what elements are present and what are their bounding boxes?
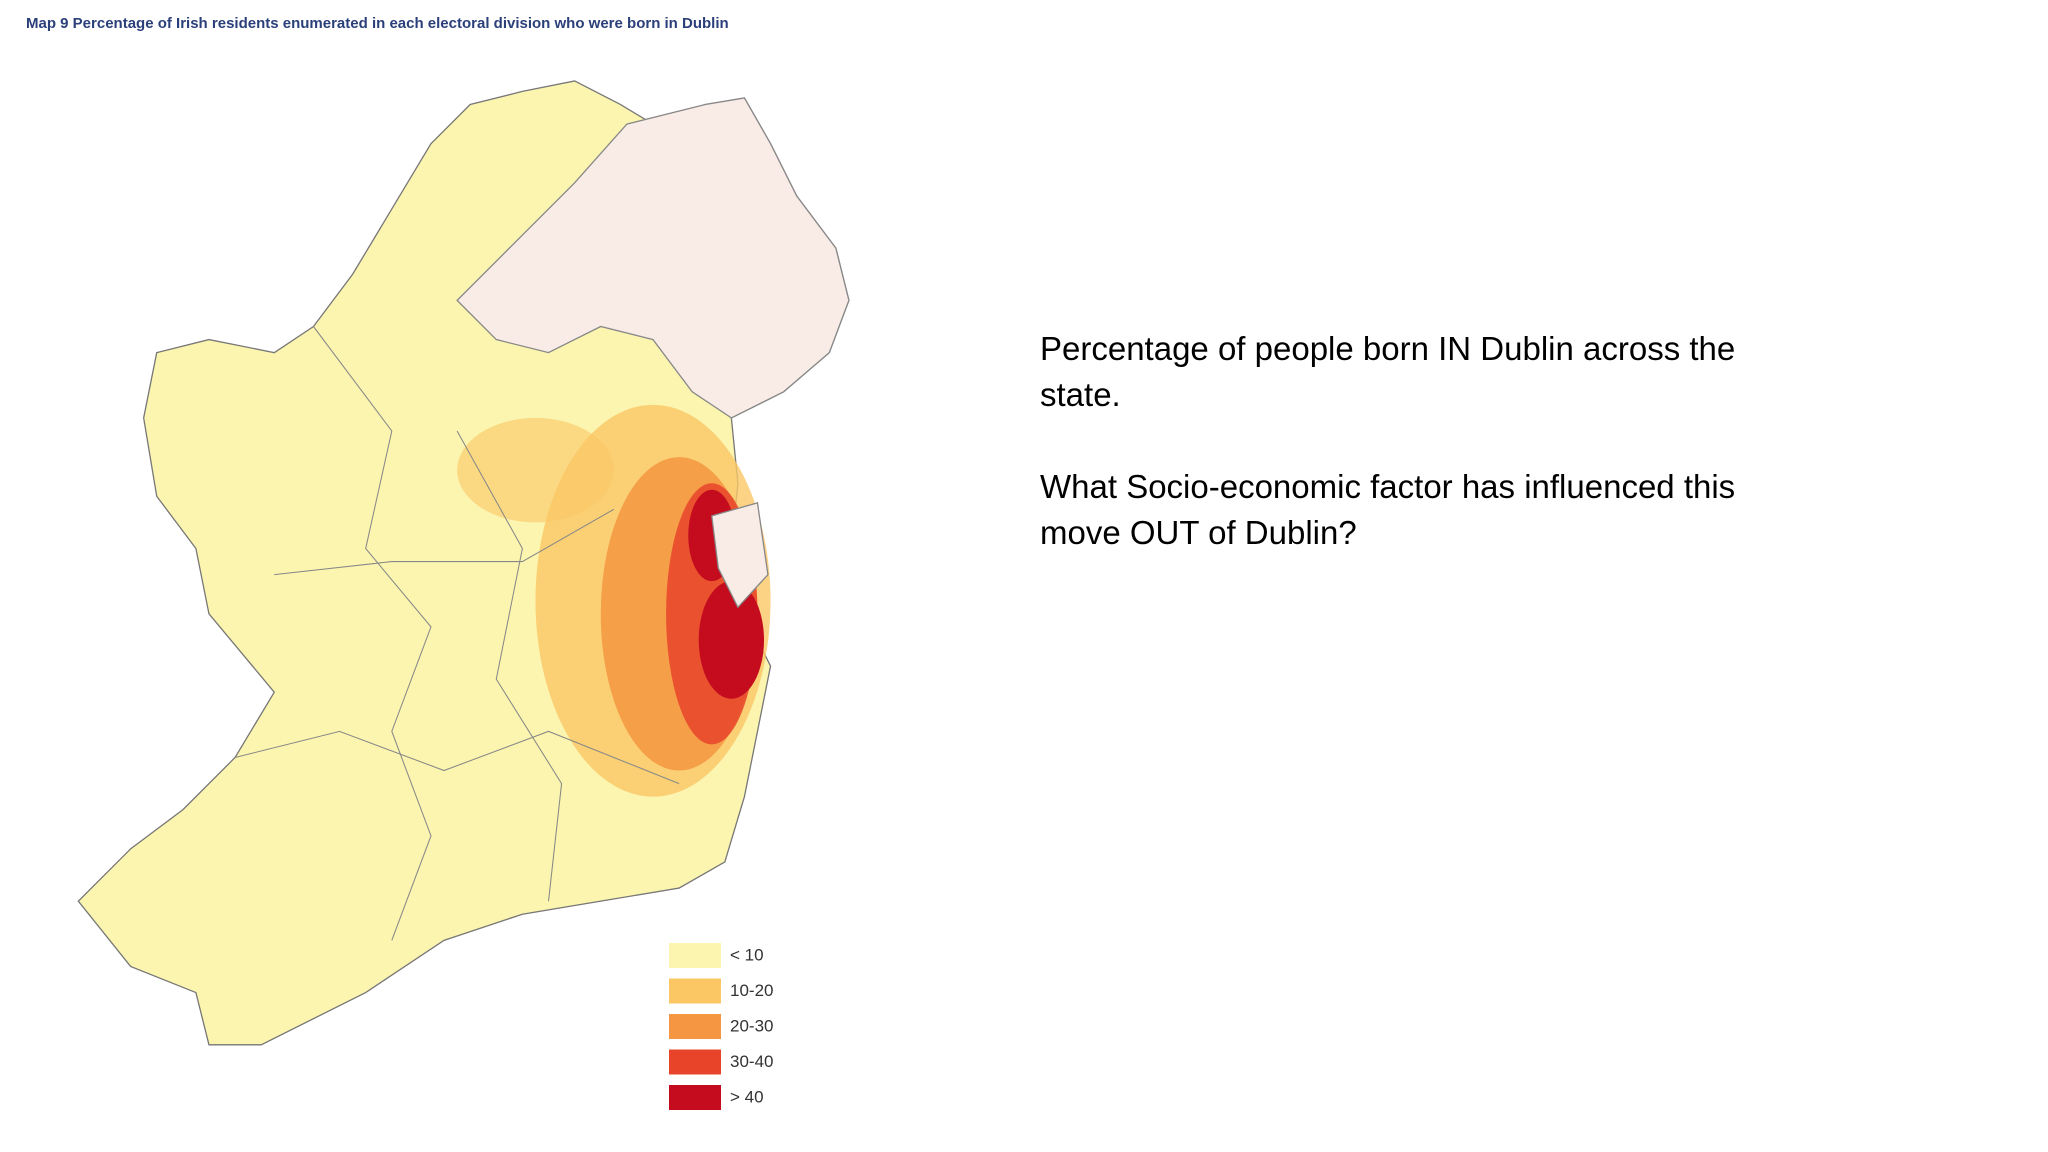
legend-label: 20-30 [730, 1016, 773, 1035]
legend: < 10 10-20 20-30 30-40 > 40 [669, 943, 773, 1110]
paragraph-line: state. [1040, 376, 1121, 413]
paragraph-line: What Socio-economic factor has influence… [1040, 468, 1735, 505]
map-title: Map 9 Percentage of Irish residents enum… [26, 15, 729, 32]
text-block: Percentage of people born IN Dublin acro… [1040, 330, 1735, 551]
dublin [711, 501, 769, 609]
legend-swatch [669, 1014, 721, 1039]
legend-swatch [669, 1049, 721, 1075]
legend-label: 10-20 [730, 981, 773, 1000]
paragraph-line: move OUT of Dublin? [1040, 514, 1357, 551]
legend-label: > 40 [730, 1087, 764, 1106]
legend-swatch [669, 943, 721, 968]
paragraph-line: Percentage of people born IN Dublin acro… [1040, 330, 1735, 367]
northern-ireland [456, 97, 850, 419]
map [77, 80, 850, 1046]
legend-label: < 10 [730, 945, 764, 964]
county-borders [234, 326, 680, 941]
legend-label: 30-40 [730, 1052, 773, 1071]
legend-swatch [669, 1085, 721, 1110]
legend-swatch [669, 978, 721, 1004]
